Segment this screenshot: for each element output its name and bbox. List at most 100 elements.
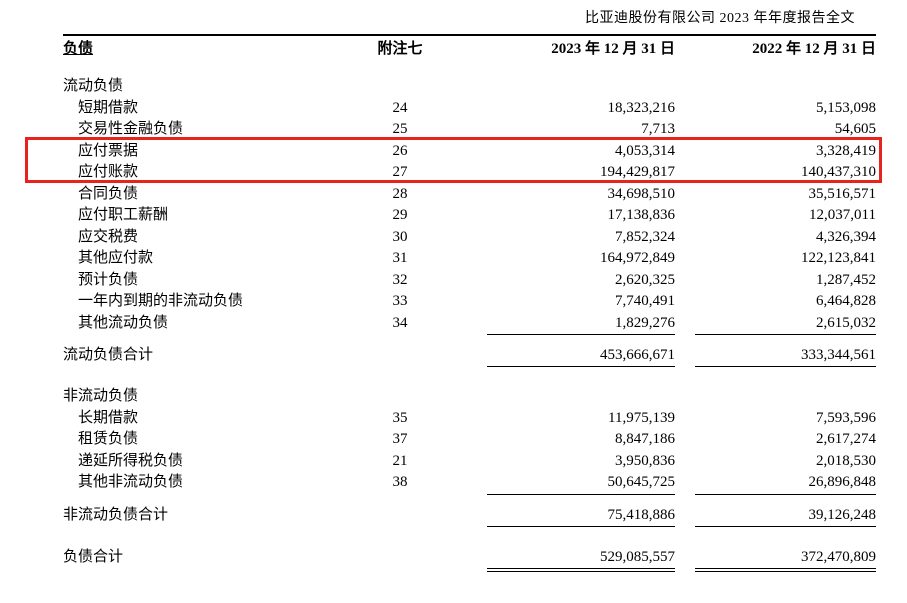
row-label: 应付票据: [78, 142, 139, 159]
value-2022: 54,605: [834, 121, 876, 137]
item-row: 其他应付款 31 164,972,849 122,123,841: [63, 248, 876, 270]
item-row: 交易性金融负债 25 7,713 54,605: [63, 119, 876, 141]
section-row: 流动负债: [63, 76, 876, 98]
row-note: 37: [392, 431, 408, 447]
value-2023: 11,975,139: [608, 409, 675, 426]
value-2023: 4,053,314: [615, 142, 675, 159]
row-label: 非流动负债: [63, 388, 139, 404]
value-2022: [695, 386, 876, 408]
item-row: 一年内到期的非流动负债 33 7,740,491 6,464,828: [63, 291, 876, 313]
row-note: 31: [392, 250, 408, 266]
value-2022: 26,896,848: [695, 472, 876, 495]
row-label: 一年内到期的非流动负债: [78, 293, 244, 309]
value-2023: 164,972,849: [600, 250, 675, 266]
row-note: 33: [392, 293, 408, 309]
value-2022: 2,615,032: [695, 313, 876, 335]
value-2023: 453,666,671: [487, 344, 675, 367]
item-row: 应付职工薪酬 29 17,138,836 12,037,011: [63, 205, 876, 227]
value-2023: 50,645,725: [487, 472, 675, 495]
row-note: 29: [392, 207, 408, 223]
liabilities-table: 负债 附注七 2023 年 12 月 31 日 2022 年 12 月 31 日…: [63, 34, 876, 572]
row-label: 预计负债: [78, 271, 139, 288]
row-label: 长期借款: [78, 409, 139, 426]
row-note: 25: [392, 121, 408, 137]
document-title: 比亚迪股份有限公司 2023 年年度报告全文: [585, 11, 855, 26]
row-label: 其他流动负债: [78, 314, 169, 331]
value-2022: 140,437,310: [801, 164, 876, 180]
row-note: [355, 546, 445, 572]
row-label: 流动负债合计: [63, 347, 154, 363]
item-row: 其他流动负债 34 1,829,276 2,615,032: [63, 313, 876, 335]
value-2022: 5,153,098: [816, 99, 876, 116]
item-row: 预计负债 32 2,620,325 1,287,452: [63, 270, 876, 292]
section-row: 非流动负债: [63, 386, 876, 408]
value-2023: 2,620,325: [615, 271, 675, 288]
row-label: 其他非流动负债: [78, 474, 184, 490]
value-2022: 3,328,419: [816, 142, 876, 159]
row-note: 30: [392, 228, 408, 245]
value-2022: 333,344,561: [695, 344, 876, 367]
value-2023: 75,418,886: [487, 504, 675, 527]
row-note: [355, 76, 445, 98]
column-header-note: 附注七: [377, 41, 423, 57]
row-note: [355, 386, 445, 408]
row-note: 38: [392, 474, 408, 490]
item-row: 合同负债 28 34,698,510 35,516,571: [63, 184, 876, 206]
value-2023: 34,698,510: [607, 185, 676, 202]
value-2023: 7,713: [641, 121, 675, 137]
row-note: 28: [392, 185, 408, 202]
row-label: 租赁负债: [78, 431, 139, 447]
item-row: 应付账款 27 194,429,817 140,437,310: [63, 162, 876, 184]
item-row: 应交税费 30 7,852,324 4,326,394: [63, 227, 876, 249]
row-label: 交易性金融负债: [78, 121, 184, 137]
value-2023: 17,138,836: [607, 207, 676, 223]
item-row: 递延所得税负债 21 3,950,836 2,018,530: [63, 451, 876, 473]
row-label: 应付职工薪酬: [78, 207, 169, 223]
row-label: 流动负债: [63, 78, 124, 94]
value-2022: 12,037,011: [809, 207, 876, 223]
item-row: 应付票据 26 4,053,314 3,328,419: [63, 141, 876, 163]
row-label: 负债合计: [63, 548, 124, 565]
value-2022: 372,470,809: [695, 546, 876, 572]
value-2023: 8,847,186: [615, 431, 675, 447]
value-2022: 2,018,530: [816, 452, 876, 469]
item-row: 租赁负债 37 8,847,186 2,617,274: [63, 429, 876, 451]
column-header-date-2023: 2023 年 12 月 31 日: [551, 41, 675, 57]
row-note: [355, 504, 445, 527]
value-2023: 3,950,836: [615, 452, 675, 469]
value-2023: 7,740,491: [615, 293, 675, 309]
value-2023: [487, 76, 675, 98]
row-label: 递延所得税负债: [78, 452, 184, 469]
row-note: [355, 344, 445, 367]
row-note: 27: [392, 164, 408, 180]
value-2023: 194,429,817: [600, 164, 675, 180]
item-row: 短期借款 24 18,323,216 5,153,098: [63, 98, 876, 120]
value-2022: [695, 76, 876, 98]
row-note: 35: [392, 409, 408, 426]
total-row: 非流动负债合计 75,418,886 39,126,248: [63, 504, 876, 527]
row-note: 34: [392, 314, 408, 331]
value-2022: 122,123,841: [801, 250, 876, 266]
value-2023: 18,323,216: [607, 99, 676, 116]
value-2023: 529,085,557: [487, 546, 675, 572]
value-2022: 1,287,452: [816, 271, 876, 288]
table-body: 流动负债短期借款 24 18,323,216 5,153,098 交易性金融负债 25 7,…: [63, 62, 876, 572]
total-row: 流动负债合计 453,666,671 333,344,561: [63, 344, 876, 367]
grandtotal-row: 负债合计 529,085,557 372,470,809: [63, 546, 876, 572]
row-note: 24: [392, 99, 408, 116]
row-label: 短期借款: [78, 99, 139, 116]
value-2022: 6,464,828: [816, 293, 876, 309]
value-2023: 7,852,324: [615, 228, 675, 245]
item-row: 长期借款 35 11,975,139 7,593,596: [63, 408, 876, 430]
row-label: 其他应付款: [78, 250, 154, 266]
row-label: 应付账款: [78, 164, 139, 180]
row-label: 非流动负债合计: [63, 506, 169, 523]
table-header-row: 负债 附注七 2023 年 12 月 31 日 2022 年 12 月 31 日: [63, 36, 876, 62]
value-2022: 7,593,596: [816, 409, 876, 426]
value-2022: 39,126,248: [695, 504, 876, 527]
row-label: 合同负债: [78, 185, 139, 202]
value-2022: 35,516,571: [808, 185, 877, 202]
column-header-liabilities: 负债: [63, 41, 94, 57]
row-label: 应交税费: [78, 228, 139, 245]
